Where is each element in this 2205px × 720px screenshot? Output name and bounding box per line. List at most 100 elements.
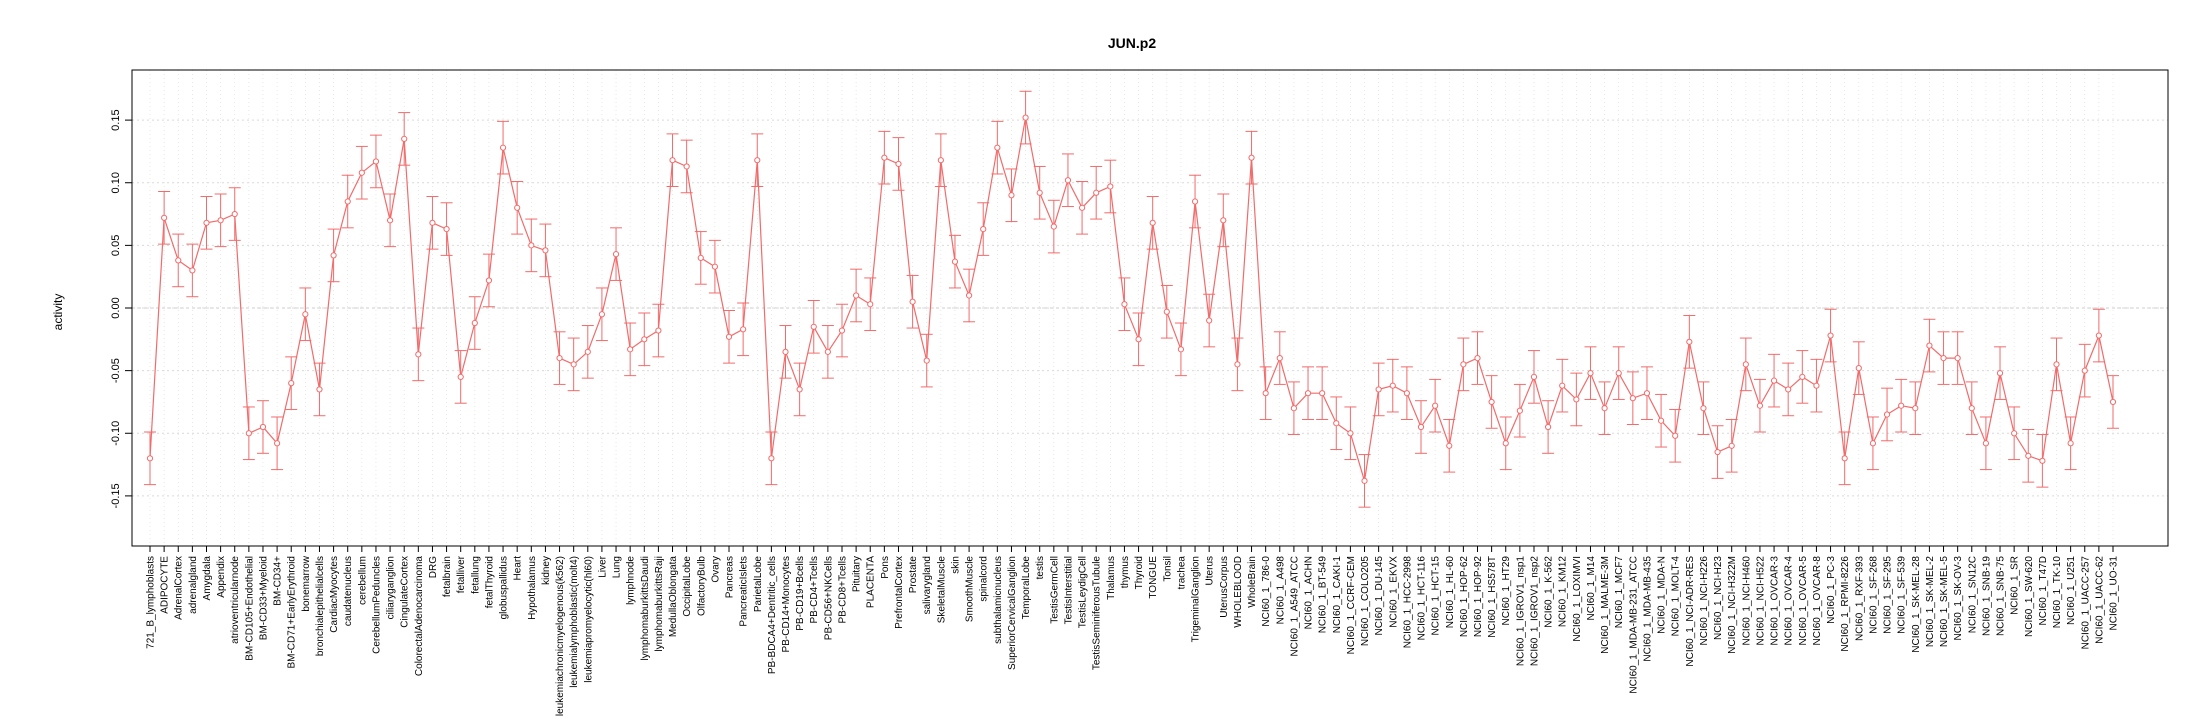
data-point: [1629, 395, 1636, 402]
data-point: [1770, 377, 1778, 384]
data-point: [2011, 430, 2018, 437]
data-point: [937, 157, 944, 164]
x-tick-label: NCI60_1_NCI-H226: [1699, 556, 1710, 646]
data-point: [2067, 440, 2074, 447]
data-point: [1206, 317, 1213, 324]
data-point: [316, 386, 323, 393]
y-tick-label: 0.00: [110, 297, 122, 318]
x-tick-label: Ovary: [710, 556, 721, 583]
data-point: [1643, 390, 1651, 397]
x-tick-label: NCI60_1_K-562: [1544, 556, 1555, 628]
x-tick-label: NCI60_1_OVCAR-3: [1770, 556, 1781, 646]
data-point: [1898, 402, 1905, 409]
data-point: [1516, 407, 1523, 414]
data-point: [1982, 440, 1989, 447]
x-tick-label: NCI60_1_CCRF-CEM: [1346, 556, 1357, 654]
x-tick-label: NCI60_1_HCT-15: [1431, 556, 1442, 636]
data-point: [457, 373, 464, 380]
x-tick-label: Thyroid: [1134, 556, 1145, 589]
data-point: [1869, 440, 1877, 447]
x-tick-label: NCI60_1_HOP-62: [1459, 556, 1470, 638]
data-point: [1050, 223, 1057, 230]
x-tick-label: NCI60_1_SK-MEL-2: [1925, 556, 1936, 648]
x-tick-label: PB-CD4+Tcells: [809, 556, 820, 624]
x-tick-label: NCI60_1_M14: [1586, 556, 1597, 621]
x-tick-label: salivarygland: [922, 556, 933, 614]
x-tick-label: NCI60_1_SK-MEL-28: [1911, 556, 1922, 653]
y-tick-label: -0.15: [110, 483, 122, 508]
data-point: [881, 154, 888, 161]
x-tick-label: NCI60_1_RXF-393: [1854, 556, 1865, 641]
x-tick-label: WholeBrain: [1247, 556, 1258, 608]
data-point: [1657, 417, 1665, 424]
data-point: [1375, 386, 1382, 393]
x-tick-label: Pancreas: [725, 556, 736, 598]
data-point: [146, 455, 154, 462]
data-point: [1149, 219, 1156, 226]
x-tick-label: CingulateCortex: [400, 556, 411, 628]
x-tick-label: NCI60_1_HOP-92: [1473, 556, 1484, 638]
x-tick-label: PB-BDCA4+Dentritic_cells: [767, 556, 778, 674]
data-point: [1276, 355, 1283, 362]
x-tick-label: bronchialepithelialcells: [315, 556, 326, 656]
y-tick-label: 0.05: [110, 235, 122, 256]
data-point: [471, 319, 478, 327]
x-tick-label: Heart: [513, 556, 524, 581]
x-tick-label: fetallung: [470, 556, 481, 594]
data-point: [1432, 402, 1439, 409]
data-point: [1940, 355, 1947, 362]
data-point: [1559, 382, 1566, 389]
x-tick-label: ADIPOCYTE: [160, 556, 171, 614]
data-point: [1403, 390, 1410, 397]
data-point: [570, 361, 577, 368]
x-tick-label: MedullaOblongata: [668, 556, 679, 638]
data-point: [1855, 365, 1862, 372]
data-point: [1954, 355, 1961, 362]
x-tick-label: fetalliver: [456, 555, 467, 593]
data-point: [1615, 370, 1622, 377]
data-point: [429, 219, 436, 226]
data-point: [1912, 405, 1919, 412]
point-layer: [146, 114, 2117, 484]
data-point: [1262, 390, 1269, 397]
data-point: [1686, 338, 1693, 345]
data-point: [231, 210, 238, 218]
x-tick-label: NCI60_1_BT-549: [1318, 556, 1329, 634]
data-point: [641, 336, 648, 343]
data-point: [1587, 370, 1594, 377]
x-tick-label: NCI60_1_SW-620: [2024, 556, 2035, 637]
x-tick-label: NCI60_1_COLO205: [1360, 556, 1371, 646]
data-point: [1078, 204, 1086, 211]
x-tick-label: NCI60_1_HCC-2998: [1402, 556, 1413, 649]
x-tick-label: NCI60_1_MOLT-4: [1671, 556, 1682, 637]
x-tick-label: NCI60_1_U251: [2066, 556, 2077, 625]
x-tick-label: UterusCorpus: [1219, 556, 1230, 618]
data-point: [443, 225, 450, 233]
data-point: [358, 169, 365, 176]
data-point: [1319, 390, 1326, 397]
x-tick-label: NCI60_1_UACC-257: [2080, 556, 2091, 650]
y-axis: -0.15 -0.10 -0.05 0.00 0.05 0.10 0.15: [110, 109, 132, 508]
data-point: [2025, 452, 2032, 459]
data-point: [1093, 189, 1100, 196]
x-tick-label: ciliaryganglion: [386, 556, 397, 619]
data-point: [1573, 396, 1580, 403]
data-point: [1304, 390, 1312, 397]
x-tick-label: TrigeminalGanglion: [1191, 556, 1202, 642]
x-tick-label: NCI60_1_NCI-H460: [1741, 556, 1752, 646]
x-tick-label: NCI60_1_SF-268: [1868, 556, 1879, 634]
data-point: [401, 135, 408, 142]
x-tick-label: NCI60_1_SNB-19: [1981, 556, 1992, 636]
data-point: [838, 327, 846, 334]
y-tick-label: -0.10: [110, 421, 122, 446]
x-tick-label: thymus: [1120, 556, 1131, 588]
x-tick-label: OccipitalLobe: [682, 556, 693, 617]
x-tick-label: leukemiapromyelocytic(hl60): [583, 556, 594, 683]
y-tick-label: 0.15: [110, 109, 122, 130]
x-tick-label: NCI60_1_OVCAR-4: [1784, 556, 1795, 646]
data-point: [1601, 405, 1608, 412]
data-point: [2053, 361, 2060, 368]
data-point: [274, 440, 281, 447]
x-tick-label: PB-CD14+Monocytes: [781, 556, 792, 652]
x-tick-label: SuperiorCervicalGanglion: [1007, 556, 1018, 670]
